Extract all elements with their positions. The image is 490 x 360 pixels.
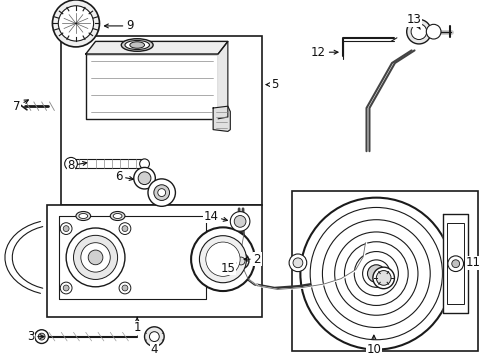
Circle shape [134, 167, 155, 189]
Circle shape [81, 243, 110, 272]
Circle shape [149, 332, 159, 342]
Polygon shape [86, 41, 228, 54]
Bar [292, 191, 478, 351]
Text: 14: 14 [203, 210, 227, 222]
Circle shape [322, 220, 430, 328]
Text: 5: 5 [266, 78, 278, 91]
Ellipse shape [76, 211, 91, 220]
Text: 15: 15 [220, 262, 236, 275]
Text: 13: 13 [407, 13, 421, 29]
Ellipse shape [122, 39, 153, 51]
Circle shape [234, 216, 246, 227]
Circle shape [237, 257, 245, 265]
Circle shape [426, 24, 441, 39]
Circle shape [122, 285, 128, 291]
Circle shape [65, 157, 77, 170]
Circle shape [335, 232, 418, 315]
Circle shape [354, 252, 398, 296]
Circle shape [368, 265, 385, 282]
Polygon shape [213, 106, 230, 131]
Text: 7: 7 [13, 100, 28, 113]
Polygon shape [86, 54, 218, 119]
Circle shape [122, 226, 128, 231]
Bar [447, 223, 464, 304]
Text: 2: 2 [244, 253, 261, 266]
Circle shape [158, 189, 166, 197]
Text: 4: 4 [150, 343, 158, 356]
Circle shape [60, 282, 72, 294]
Polygon shape [218, 41, 228, 119]
Circle shape [74, 235, 118, 279]
Circle shape [310, 207, 442, 340]
Ellipse shape [110, 211, 125, 220]
Circle shape [293, 258, 303, 268]
Circle shape [58, 6, 94, 41]
Text: 8: 8 [67, 159, 87, 172]
Bar [47, 205, 262, 317]
Ellipse shape [79, 213, 88, 219]
Circle shape [411, 24, 427, 40]
Ellipse shape [113, 213, 122, 219]
Circle shape [452, 260, 460, 267]
Circle shape [191, 228, 255, 291]
Text: 3: 3 [27, 330, 44, 343]
Circle shape [206, 242, 240, 276]
Circle shape [138, 172, 151, 185]
Ellipse shape [125, 40, 149, 49]
Circle shape [448, 256, 464, 271]
Circle shape [119, 223, 131, 234]
Circle shape [407, 19, 431, 44]
Circle shape [230, 212, 250, 231]
Circle shape [140, 159, 149, 169]
Circle shape [38, 333, 45, 340]
Circle shape [233, 253, 249, 269]
Circle shape [145, 327, 164, 346]
Circle shape [66, 228, 125, 287]
Circle shape [376, 271, 391, 285]
Circle shape [363, 260, 390, 287]
Circle shape [199, 236, 246, 283]
Text: 9: 9 [104, 19, 134, 32]
Circle shape [63, 226, 69, 231]
Circle shape [289, 254, 307, 271]
Text: 12: 12 [311, 46, 338, 59]
Polygon shape [443, 214, 468, 313]
Ellipse shape [130, 42, 145, 48]
Circle shape [300, 198, 452, 350]
Text: 10: 10 [367, 335, 381, 356]
Circle shape [119, 282, 131, 294]
Bar [61, 36, 262, 205]
Circle shape [35, 330, 49, 343]
Circle shape [373, 267, 394, 289]
Text: 11: 11 [466, 256, 480, 269]
Text: 1: 1 [133, 318, 141, 334]
Circle shape [63, 285, 69, 291]
Circle shape [60, 223, 72, 234]
Circle shape [148, 179, 175, 206]
Polygon shape [59, 216, 206, 299]
Text: 6: 6 [115, 170, 133, 183]
Circle shape [344, 242, 408, 305]
Circle shape [52, 0, 99, 47]
Circle shape [88, 250, 103, 265]
Polygon shape [71, 159, 145, 168]
Circle shape [154, 185, 170, 201]
